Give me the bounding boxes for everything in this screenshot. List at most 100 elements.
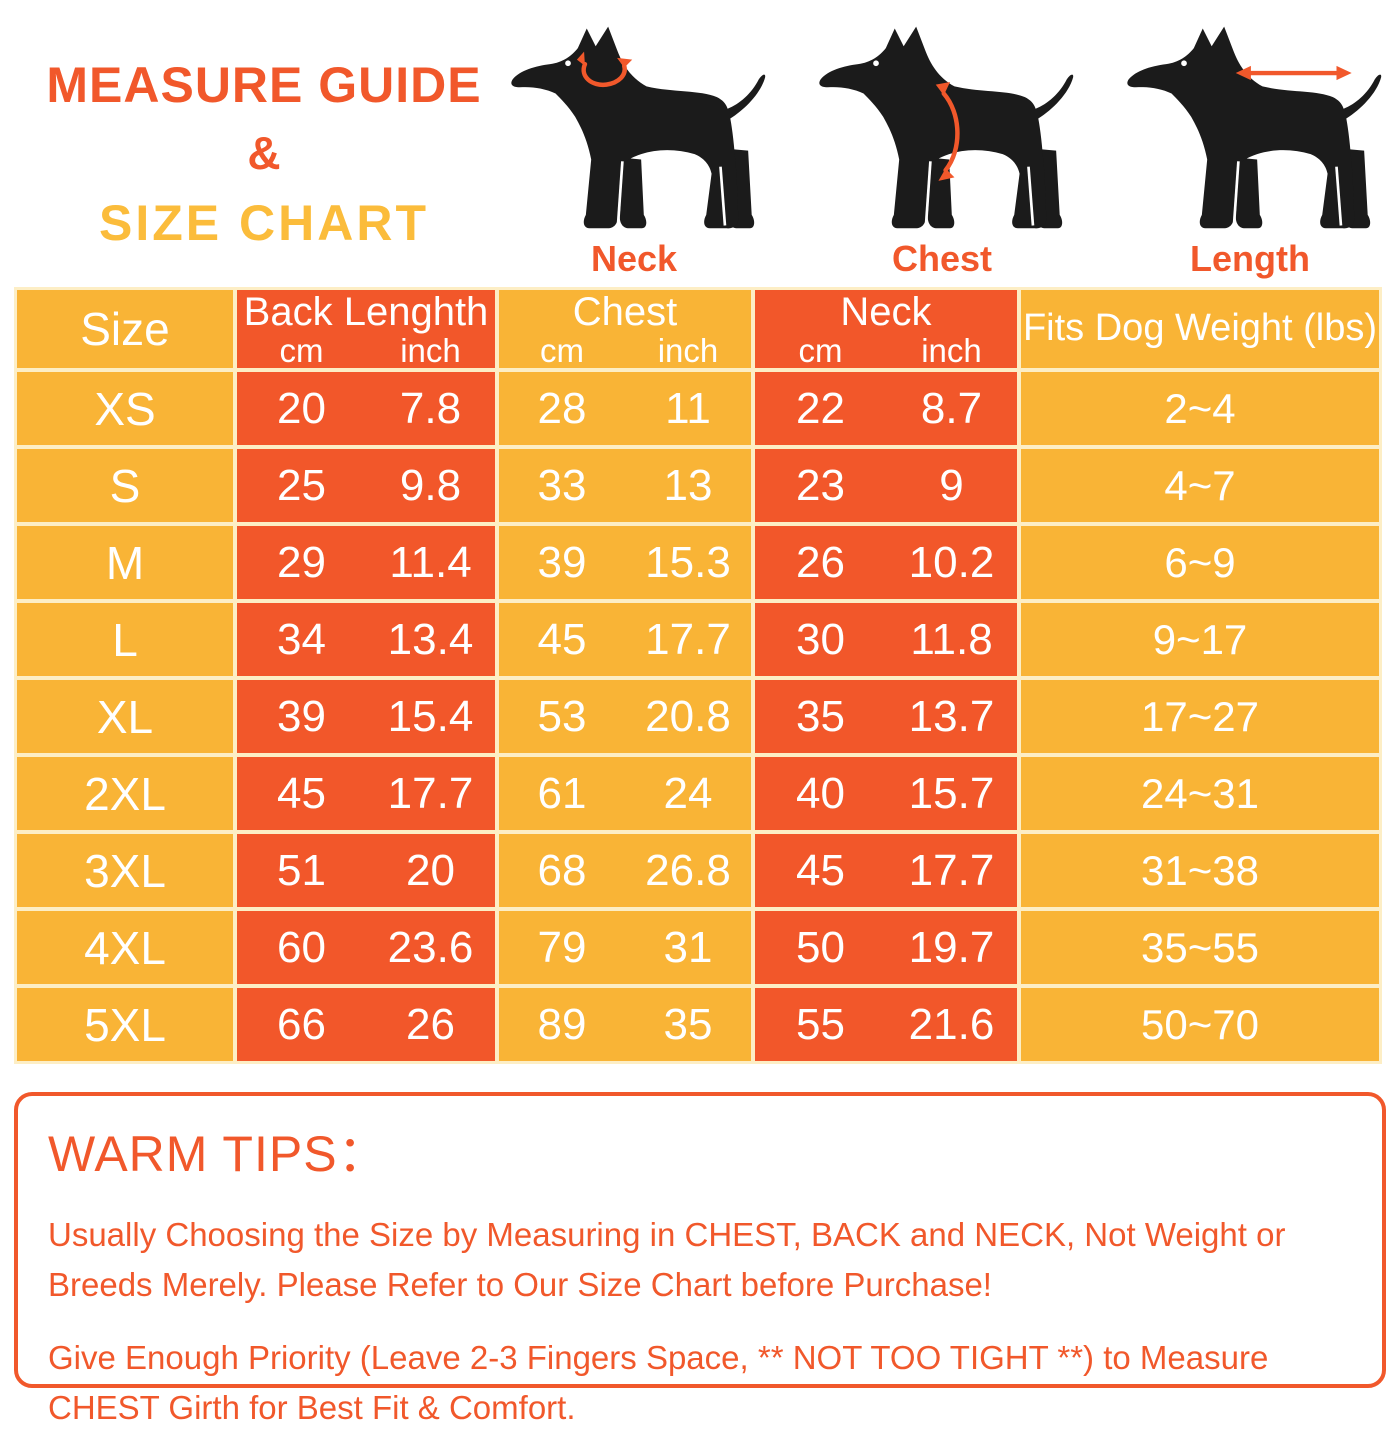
back-length-cell-inch: 15.4: [387, 691, 474, 741]
chest-cell: 53 20.8: [499, 680, 751, 753]
size-cell: 2XL: [17, 757, 233, 830]
chest-cell: 39 15.3: [499, 526, 751, 599]
back-length-label: Back Lenghth: [243, 289, 489, 334]
size-chart-table: Size Back Lenghth cm inch Chest cm inch …: [14, 287, 1382, 1064]
neck-cell-cm: 35: [796, 691, 845, 741]
back-length-cell-inch: 26: [406, 999, 455, 1049]
col-header-back-length: Back Lenghth cm inch: [237, 289, 495, 369]
warm-tips-box: WARM TIPS： Usually Choosing the Size by …: [14, 1092, 1386, 1426]
size-cell: 5XL: [17, 988, 233, 1061]
neck-cell-cm: 30: [796, 614, 845, 664]
back-length-cell: 34 13.4: [237, 603, 495, 676]
weight-cell: 9~17: [1021, 603, 1379, 676]
length-arrow-icon: [1235, 65, 1352, 81]
warm-tips-paragraph-1: Usually Choosing the Size by Measuring i…: [48, 1216, 1286, 1303]
back-length-cell: 66 26: [237, 988, 495, 1061]
dog-neck-measure-icon: [509, 25, 767, 230]
weight-cell: 24~31: [1021, 757, 1379, 830]
size-cell: S: [17, 449, 233, 522]
neck-cell-cm: 22: [796, 383, 845, 433]
chest-cell-cm: 33: [537, 460, 587, 510]
neck-cell-cm: 45: [796, 845, 845, 895]
neck-cell-inch: 10.2: [908, 537, 995, 587]
chest-cell-inch: 15.3: [645, 537, 731, 587]
dog-chest-measure-icon: [817, 25, 1075, 230]
back-length-cell-cm: 60: [277, 922, 326, 972]
neck-cell-inch: 17.7: [908, 845, 995, 895]
chest-cell-cm: 79: [537, 922, 587, 972]
col-header-chest: Chest cm inch: [499, 289, 751, 369]
neck-cell: 35 13.7: [755, 680, 1017, 753]
size-cell: M: [17, 526, 233, 599]
weight-cell: 50~70: [1021, 988, 1379, 1061]
back-length-cell-cm: 25: [277, 460, 326, 510]
chest-cell: 45 17.7: [499, 603, 751, 676]
weight-cell: 2~4: [1021, 372, 1379, 445]
neck-label: Neck: [840, 289, 932, 334]
back-length-cell-cm: 20: [277, 383, 326, 433]
neck-cell: 26 10.2: [755, 526, 1017, 599]
back-length-cell-cm: 45: [277, 768, 326, 818]
chest-cell: 89 35: [499, 988, 751, 1061]
neck-cell-inch: 15.7: [908, 768, 995, 818]
neck-unit-inch: inch: [921, 331, 982, 369]
chest-cell-inch: 11: [665, 383, 711, 433]
chest-cell-cm: 68: [537, 845, 587, 895]
chest-cell-cm: 89: [537, 999, 587, 1049]
chest-cell: 68 26.8: [499, 834, 751, 907]
back-length-cell: 45 17.7: [237, 757, 495, 830]
back-length-cell-cm: 34: [277, 614, 326, 664]
chest-cell-inch: 17.7: [645, 614, 731, 664]
chest-cell: 79 31: [499, 911, 751, 984]
col-header-neck: Neck cm inch: [755, 289, 1017, 369]
back-length-cell-cm: 39: [277, 691, 326, 741]
neck-cell-cm: 55: [796, 999, 845, 1049]
page-subtitle: SIZE CHART: [99, 195, 429, 251]
chest-cell-inch: 31: [663, 922, 713, 972]
col-header-weight: Fits Dog Weight (lbs): [1021, 290, 1379, 368]
chest-cell: 61 24: [499, 757, 751, 830]
neck-cell: 50 19.7: [755, 911, 1017, 984]
chest-cell-inch: 24: [663, 768, 713, 818]
back-length-cell: 29 11.4: [237, 526, 495, 599]
neck-cell: 45 17.7: [755, 834, 1017, 907]
neck-cell-inch: 11.8: [910, 614, 993, 664]
neck-cell: 40 15.7: [755, 757, 1017, 830]
neck-cell-cm: 40: [796, 768, 845, 818]
back-length-cell: 60 23.6: [237, 911, 495, 984]
back-length-cell-inch: 20: [406, 845, 455, 895]
chest-unit-cm: cm: [540, 331, 584, 369]
chest-cell-inch: 20.8: [645, 691, 731, 741]
back-length-cell-inch: 7.8: [399, 383, 462, 433]
dog-figure-chest: Chest: [800, 24, 1084, 280]
back-length-cell: 51 20: [237, 834, 495, 907]
neck-cell-inch: 9: [939, 460, 964, 510]
neck-cell-inch: 8.7: [920, 383, 983, 433]
weight-cell: 4~7: [1021, 449, 1379, 522]
chest-cell-cm: 28: [537, 383, 587, 433]
chest-cell-inch: 13: [663, 460, 713, 510]
chest-cell: 33 13: [499, 449, 751, 522]
back-length-cell-inch: 9.8: [399, 460, 462, 510]
chest-unit-inch: inch: [657, 331, 719, 369]
neck-cell: 22 8.7: [755, 372, 1017, 445]
neck-cell-cm: 26: [796, 537, 845, 587]
back-length-unit-cm: cm: [279, 331, 324, 369]
back-length-cell: 39 15.4: [237, 680, 495, 753]
chest-label: Chest: [572, 289, 678, 334]
neck-cell-inch: 19.7: [908, 922, 995, 972]
back-length-cell: 20 7.8: [237, 372, 495, 445]
back-length-cell-cm: 29: [277, 537, 326, 587]
back-length-cell-cm: 66: [277, 999, 326, 1049]
size-cell: XS: [17, 372, 233, 445]
neck-unit-cm: cm: [798, 331, 843, 369]
title-block: MEASURE GUIDE & SIZE CHART: [18, 56, 510, 252]
title-ampersand: &: [247, 127, 281, 179]
neck-cell-inch: 13.7: [908, 691, 995, 741]
neck-arrow-icon: [576, 51, 633, 88]
measure-label-neck: Neck: [590, 238, 678, 279]
dog-figure-neck: Neck: [492, 24, 776, 280]
warm-tips-paragraph-2: Give Enough Priority (Leave 2-3 Fingers …: [48, 1339, 1269, 1426]
chest-cell-inch: 35: [663, 999, 713, 1049]
col-header-size: Size: [17, 290, 233, 368]
